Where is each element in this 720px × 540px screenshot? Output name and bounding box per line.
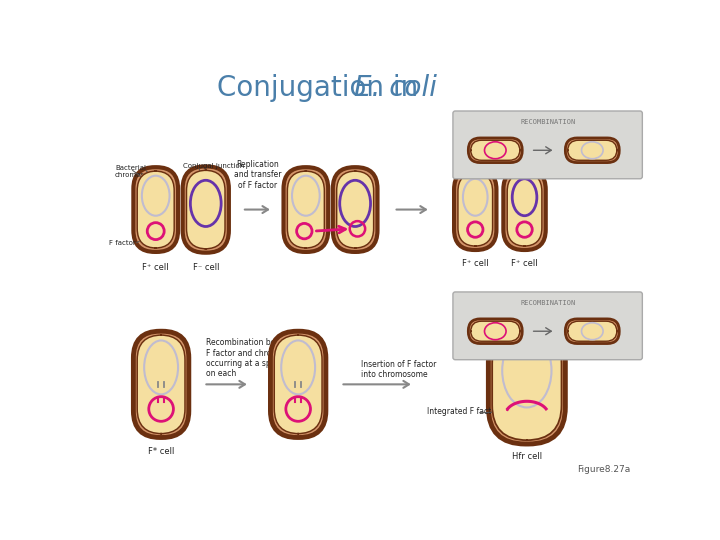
FancyBboxPatch shape — [567, 321, 617, 341]
FancyBboxPatch shape — [183, 166, 229, 253]
Text: F⁺ cell: F⁺ cell — [143, 264, 169, 273]
Text: Conjugal junction: Conjugal junction — [183, 164, 244, 170]
FancyBboxPatch shape — [488, 325, 565, 444]
FancyBboxPatch shape — [337, 171, 374, 248]
FancyBboxPatch shape — [138, 335, 185, 434]
FancyBboxPatch shape — [471, 140, 520, 160]
FancyBboxPatch shape — [274, 335, 322, 434]
FancyBboxPatch shape — [287, 171, 324, 248]
FancyBboxPatch shape — [565, 319, 619, 343]
FancyBboxPatch shape — [567, 140, 617, 160]
FancyBboxPatch shape — [468, 138, 522, 163]
Text: E. coli: E. coli — [354, 74, 436, 102]
Text: F* cell: F* cell — [148, 447, 174, 456]
Text: F factor: F factor — [109, 240, 135, 246]
Text: Figure8.27a: Figure8.27a — [577, 465, 631, 475]
FancyBboxPatch shape — [458, 173, 492, 246]
FancyBboxPatch shape — [492, 328, 562, 440]
FancyBboxPatch shape — [271, 331, 326, 437]
Text: Integrated F factor: Integrated F factor — [427, 408, 499, 416]
Text: Conjugation in: Conjugation in — [217, 74, 428, 102]
FancyBboxPatch shape — [471, 321, 520, 341]
FancyBboxPatch shape — [138, 171, 174, 248]
Text: F⁻ cell: F⁻ cell — [192, 264, 219, 273]
FancyBboxPatch shape — [284, 167, 328, 252]
FancyBboxPatch shape — [503, 169, 546, 250]
FancyBboxPatch shape — [133, 167, 178, 252]
FancyBboxPatch shape — [453, 111, 642, 179]
FancyBboxPatch shape — [133, 331, 189, 437]
FancyBboxPatch shape — [454, 169, 496, 250]
Text: Insertion of F factor
into chromosome: Insertion of F factor into chromosome — [361, 360, 436, 379]
Text: F⁺ cell: F⁺ cell — [462, 259, 489, 268]
Text: F⁺ cell: F⁺ cell — [511, 259, 538, 268]
Text: Replication
and transfer
of F factor: Replication and transfer of F factor — [233, 160, 281, 190]
Text: RECOMBINATION: RECOMBINATION — [520, 300, 575, 306]
Text: RECOMBINATION: RECOMBINATION — [520, 119, 575, 125]
Text: Hfr cell: Hfr cell — [512, 452, 542, 461]
FancyBboxPatch shape — [453, 292, 642, 360]
Text: Recombination between
F factor and chromosome,
occurring at a specific site
on e: Recombination between F factor and chrom… — [206, 338, 307, 379]
FancyBboxPatch shape — [507, 173, 542, 246]
FancyBboxPatch shape — [468, 319, 522, 343]
FancyBboxPatch shape — [565, 138, 619, 163]
FancyBboxPatch shape — [186, 170, 225, 249]
Text: Bacterial
chromosome: Bacterial chromosome — [115, 165, 160, 178]
FancyBboxPatch shape — [333, 167, 377, 252]
